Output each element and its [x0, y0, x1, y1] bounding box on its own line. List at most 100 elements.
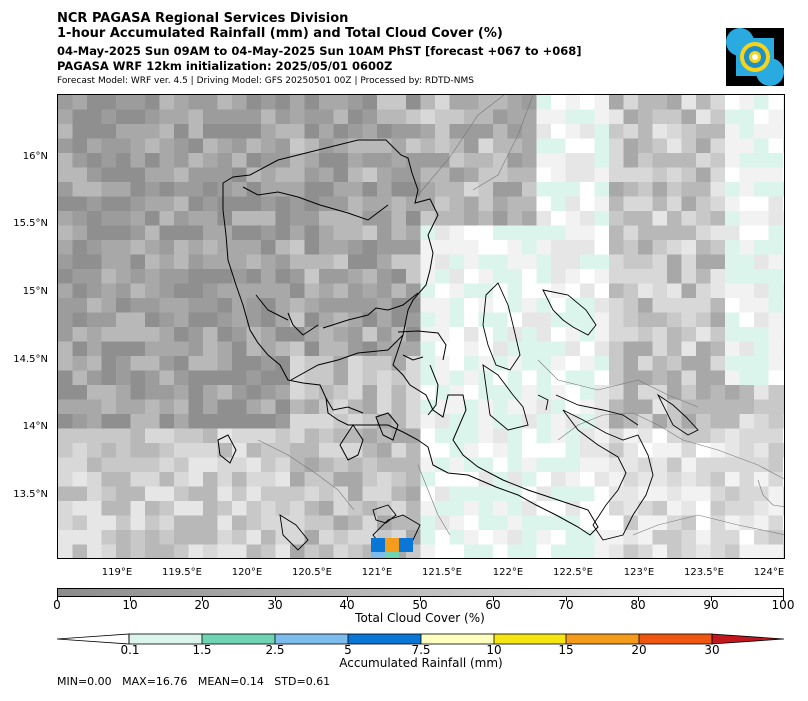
cloud-cell	[290, 501, 305, 516]
cloud-cell	[681, 341, 697, 357]
cloud-cell	[667, 225, 682, 241]
cloud-cell	[449, 327, 465, 342]
cloud-cell	[435, 95, 450, 110]
cloud-cell	[72, 298, 88, 313]
cloud-cell	[652, 385, 668, 400]
cloud-cell	[493, 225, 508, 241]
cloud-cell	[754, 124, 769, 139]
cloud-cell	[435, 283, 450, 299]
cloud-cell	[319, 370, 334, 386]
cloud-cell	[667, 501, 682, 516]
cloud-cell	[522, 196, 537, 212]
cloud-cell	[565, 225, 581, 241]
cloud-cell	[58, 356, 73, 371]
cloud-tick-label: 90	[703, 598, 719, 612]
cloud-cell	[754, 399, 769, 415]
cloud-cell	[580, 138, 595, 154]
cloud-cell	[551, 196, 566, 212]
cloud-cell	[101, 196, 117, 212]
cloud-cell	[638, 109, 653, 125]
cloud-cell	[536, 182, 552, 197]
cloud-cell	[739, 486, 755, 502]
cloud-cell	[145, 167, 160, 183]
rain-tick-label: 15	[558, 643, 574, 657]
cloud-cell	[232, 472, 247, 487]
cloud-cell	[667, 327, 682, 342]
cloud-cell	[783, 211, 784, 226]
cloud-cell	[261, 138, 276, 154]
cloud-cell	[551, 95, 566, 110]
cloud-cell	[217, 312, 233, 328]
cloud-cell	[768, 544, 784, 558]
cloud-tick-label: 20	[194, 598, 210, 612]
cloud-cell	[362, 153, 378, 168]
cloud-cell	[145, 515, 160, 531]
cloud-cell	[478, 269, 494, 284]
cloud-cell	[768, 182, 784, 197]
cloud-cell	[652, 370, 668, 386]
cloud-cell	[203, 138, 218, 154]
cloud-cell	[652, 544, 668, 558]
cloud-cell	[72, 486, 88, 502]
cloud-cell	[304, 341, 320, 357]
cloud-cell	[609, 428, 624, 444]
cloud-cell	[725, 95, 740, 110]
cloud-cell	[348, 95, 363, 110]
cloud-cell	[420, 312, 436, 328]
cloud-cell	[652, 225, 668, 241]
cloud-cell	[130, 385, 146, 400]
cloud-cell	[551, 124, 566, 139]
cloud-cell	[609, 240, 624, 255]
cloud-cell	[261, 254, 276, 270]
cloud-cell	[551, 472, 566, 487]
cloud-cell	[710, 356, 726, 371]
cloud-cell	[333, 399, 349, 415]
cloud-cell	[493, 414, 508, 429]
cloud-cell	[667, 196, 682, 212]
cloud-cell	[478, 211, 494, 226]
cloud-cell	[290, 312, 305, 328]
cloud-cell	[696, 167, 711, 183]
cloud-cell	[493, 385, 508, 400]
cloud-cell	[725, 486, 740, 502]
cloud-cell	[188, 196, 204, 212]
cloud-cell	[275, 254, 291, 270]
cloud-cell	[391, 138, 407, 154]
cloud-cell	[362, 240, 378, 255]
cloud-cell	[580, 312, 595, 328]
cloud-cell	[536, 399, 552, 415]
cloud-cell	[130, 254, 146, 270]
cloud-cell	[536, 167, 552, 183]
cloud-cell	[420, 530, 436, 545]
initialization-line: PAGASA WRF 12km initialization: 2025/05/…	[57, 59, 393, 73]
cloud-cell	[130, 109, 146, 125]
cloud-cell	[565, 138, 581, 154]
cloud-cell	[174, 501, 189, 516]
cloud-cell	[696, 182, 711, 197]
cloud-cell	[246, 457, 262, 473]
cloud-cell	[449, 457, 465, 473]
cloud-cell	[551, 225, 566, 241]
cloud-cell	[623, 138, 639, 154]
cloud-cell	[681, 240, 697, 255]
cloud-cell	[594, 211, 610, 226]
cloud-cell	[348, 544, 363, 558]
cloud-cell	[116, 327, 131, 342]
cloud-cell	[478, 167, 494, 183]
cloud-cell	[493, 153, 508, 168]
cloud-cell	[449, 283, 465, 299]
cloud-cell	[391, 501, 407, 516]
cloud-cell	[159, 240, 175, 255]
cloud-cell	[188, 327, 204, 342]
cloud-cell	[638, 225, 653, 241]
cloud-cell	[203, 283, 218, 299]
cloud-cell	[609, 370, 624, 386]
cloud-cell	[667, 443, 682, 458]
cloud-cell	[609, 153, 624, 168]
cloud-cell	[261, 515, 276, 531]
cloud-cell	[58, 428, 73, 444]
cloud-cell	[652, 153, 668, 168]
cloud-cell	[667, 341, 682, 357]
cloud-cell	[362, 269, 378, 284]
cloud-cell	[246, 109, 262, 125]
